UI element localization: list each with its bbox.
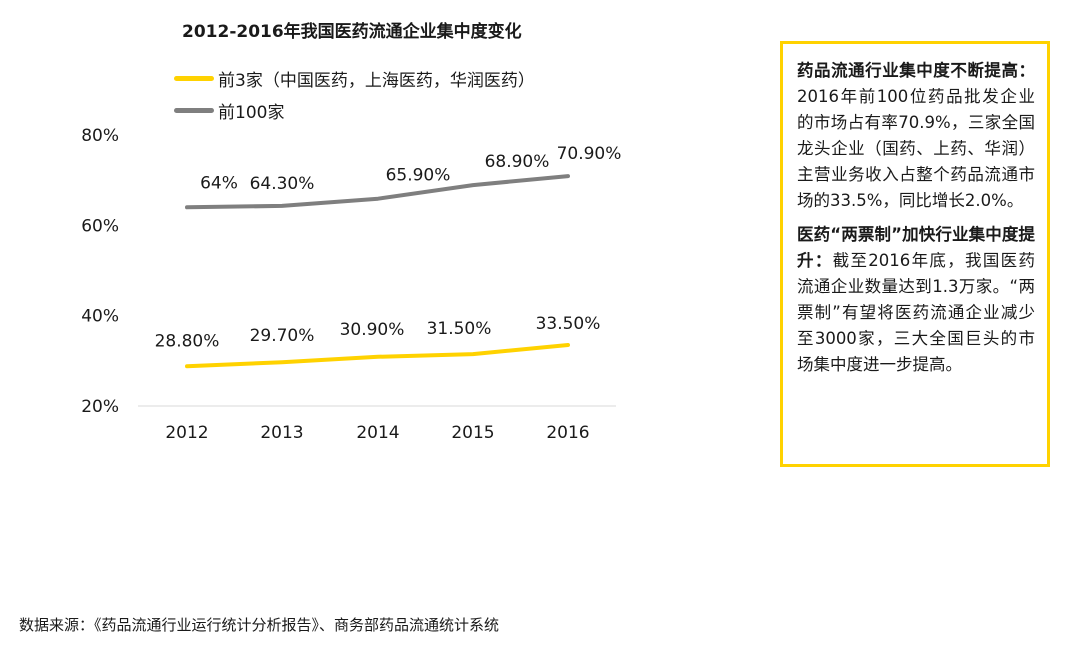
data-label-top100: 64.30%: [250, 174, 315, 194]
series-line-top100: [185, 174, 570, 210]
note-1-body: 2016年前100位药品批发企业的市场占有率70.9%，三家全国龙头企业（国药、…: [797, 87, 1035, 210]
y-tick-label: 60%: [81, 216, 119, 236]
data-label-top100: 64%: [200, 173, 238, 193]
x-tick-label: 2016: [546, 423, 589, 443]
data-source: 数据来源：《药品流通行业运行统计分析报告》、商务部药品流通统计系统: [19, 616, 500, 634]
data-label-top3: 31.50%: [427, 319, 492, 339]
summary-note-box: 药品流通行业集中度不断提高： 2016年前100位药品批发企业的市场占有率70.9…: [780, 41, 1050, 467]
data-label-top3: 29.70%: [250, 326, 315, 346]
data-label-top3: 30.90%: [340, 320, 405, 340]
legend-label-top3: 前3家（中国医药，上海医药，华润医药）: [218, 71, 535, 91]
note-2-body: 截至2016年底，我国医药流通企业数量达到1.3万家。“两票制”有望将医药流通企…: [797, 251, 1035, 374]
data-label-top100: 65.90%: [386, 166, 451, 186]
legend-item-top100: 前100家: [174, 98, 284, 123]
y-tick-label: 80%: [81, 126, 119, 146]
y-tick-label: 40%: [81, 307, 119, 327]
legend-label-top100: 前100家: [218, 103, 285, 123]
x-tick-label: 2015: [451, 423, 494, 443]
note-paragraph-2: 医药“两票制”加快行业集中度提升：截至2016年底，我国医药流通企业数量达到1.…: [797, 222, 1035, 378]
legend-swatch-top100: [174, 108, 214, 113]
data-label-top100: 70.90%: [557, 144, 622, 164]
x-tick-label: 2014: [356, 423, 399, 443]
x-tick-label: 2013: [260, 423, 303, 443]
chart-title: 2012-2016年我国医药流通企业集中度变化: [182, 22, 522, 42]
y-tick-label: 20%: [81, 397, 119, 417]
data-label-top3: 28.80%: [155, 331, 220, 351]
note-2-heading: 医药“两票制”加快行业集中度提升：: [797, 225, 1035, 270]
data-label-top100: 68.90%: [485, 152, 550, 172]
x-tick-label: 2012: [165, 423, 208, 443]
line-chart: 20% 40% 60% 80% 2012 2013 2014 2015 2016 28.80% 29…: [81, 126, 622, 443]
legend-item-top3: 前3家（中国医药，上海医药，华润医药）: [174, 66, 535, 91]
note-1-heading: 药品流通行业集中度不断提高：: [797, 61, 1035, 80]
data-label-top3: 33.50%: [536, 314, 601, 334]
note-paragraph-1: 药品流通行业集中度不断提高： 2016年前100位药品批发企业的市场占有率70.9…: [797, 58, 1035, 214]
legend-swatch-top3: [174, 76, 214, 81]
series-line-top3: [185, 343, 570, 369]
